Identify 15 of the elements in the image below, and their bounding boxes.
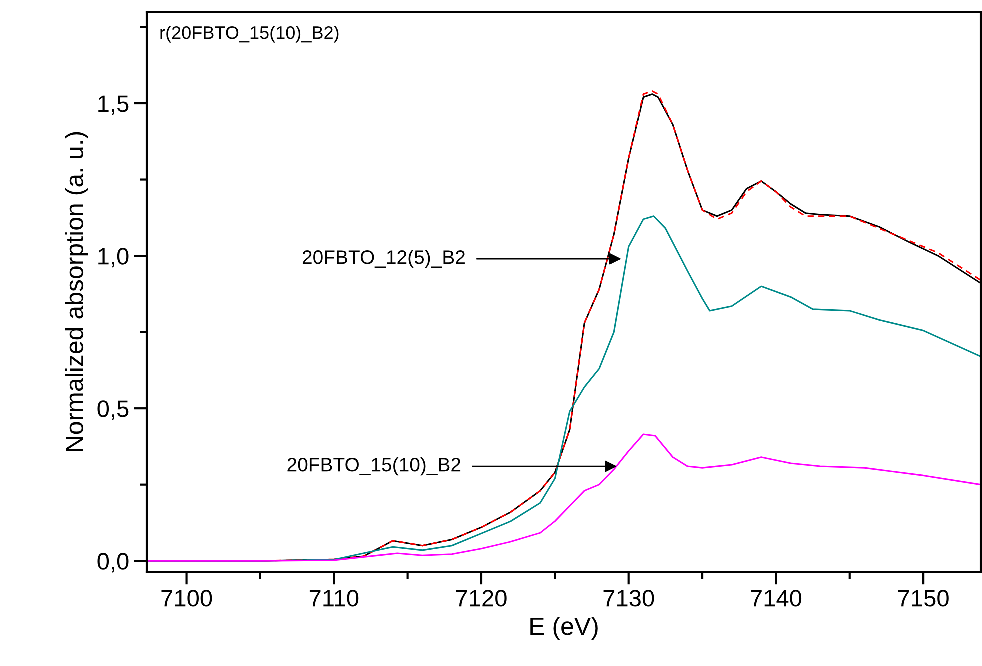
- x-tick-label: 7110: [310, 590, 359, 607]
- annotation: 20FBTO_12(5)_B2: [302, 250, 465, 268]
- x-tick-label: 7120: [456, 590, 507, 607]
- annotation: 20FBTO_15(10)_B2: [288, 457, 461, 476]
- y-axis-title: Normalized absorption (a. u.): [65, 132, 88, 452]
- x-tick-label: 7140: [751, 590, 802, 607]
- x-tick-label: 7150: [898, 590, 949, 607]
- x-tick-label: 7100: [162, 590, 212, 607]
- x-axis-title: E (eV): [530, 617, 598, 640]
- y-tick-label: 0,0: [98, 553, 129, 573]
- y-tick-label: 0,5: [98, 400, 129, 420]
- y-tick-label: 1,0: [98, 248, 129, 268]
- x-tick-label: 7130: [604, 590, 654, 607]
- y-tick-label: 1,5: [98, 96, 129, 116]
- annotation: r(20FBTO_15(10)_B2): [160, 26, 339, 43]
